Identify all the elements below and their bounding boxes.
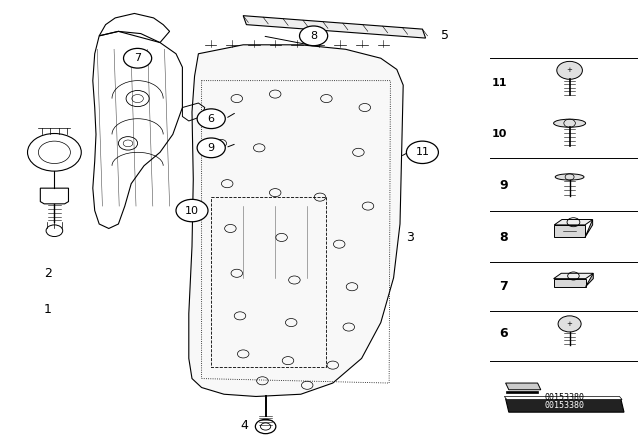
Text: 10: 10	[492, 129, 508, 139]
Circle shape	[176, 199, 208, 222]
Polygon shape	[585, 220, 593, 237]
Text: 7: 7	[134, 53, 141, 63]
Circle shape	[124, 48, 152, 68]
Circle shape	[558, 316, 581, 332]
Text: 7: 7	[499, 280, 508, 293]
Polygon shape	[506, 383, 541, 390]
Polygon shape	[586, 273, 593, 287]
Text: 00153380: 00153380	[545, 393, 584, 402]
Circle shape	[300, 26, 328, 46]
Text: 1: 1	[44, 302, 52, 316]
Text: 6: 6	[208, 114, 214, 124]
Text: 11: 11	[492, 78, 508, 88]
Text: 9: 9	[207, 143, 215, 153]
Text: 11: 11	[415, 147, 429, 157]
Text: 8: 8	[310, 31, 317, 41]
Polygon shape	[506, 399, 624, 412]
Ellipse shape	[554, 119, 586, 127]
Text: 00153380: 00153380	[545, 401, 584, 410]
Polygon shape	[506, 391, 538, 393]
Text: +: +	[566, 321, 573, 327]
Polygon shape	[189, 45, 403, 396]
Text: 9: 9	[499, 179, 508, 193]
Polygon shape	[554, 220, 593, 225]
Text: 10: 10	[185, 206, 199, 215]
Circle shape	[406, 141, 438, 164]
Text: +: +	[566, 67, 573, 73]
Ellipse shape	[556, 174, 584, 180]
Text: 6: 6	[499, 327, 508, 340]
Text: 8: 8	[499, 231, 508, 244]
Circle shape	[557, 61, 582, 79]
Text: 2: 2	[44, 267, 52, 280]
Polygon shape	[504, 396, 622, 400]
Polygon shape	[554, 279, 586, 287]
Text: 5: 5	[441, 29, 449, 43]
Polygon shape	[554, 225, 585, 237]
Circle shape	[197, 138, 225, 158]
Text: 4: 4	[240, 419, 248, 432]
Polygon shape	[554, 273, 593, 279]
Polygon shape	[243, 16, 426, 38]
Circle shape	[197, 109, 225, 129]
Text: 3: 3	[406, 231, 413, 244]
